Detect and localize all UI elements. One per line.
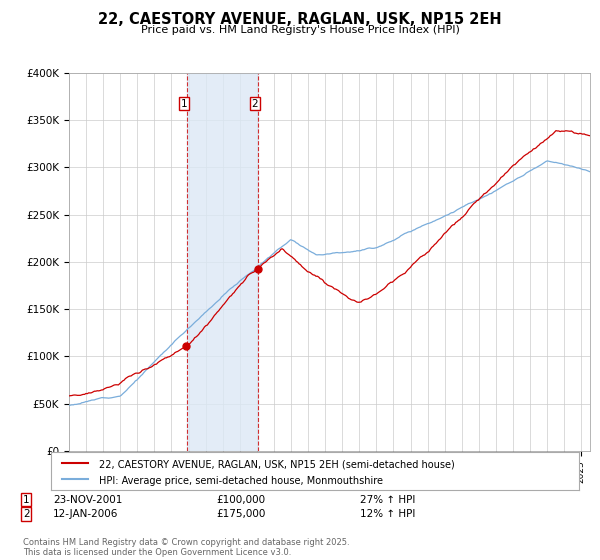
Text: £175,000: £175,000	[216, 509, 265, 519]
Bar	[187, 73, 257, 451]
Text: 22, CAESTORY AVENUE, RAGLAN, USK, NP15 2EH: 22, CAESTORY AVENUE, RAGLAN, USK, NP15 2…	[98, 12, 502, 27]
Text: 23-NOV-2001: 23-NOV-2001	[53, 494, 122, 505]
Text: 1: 1	[181, 99, 188, 109]
Text: 1: 1	[23, 494, 29, 505]
Text: 22, CAESTORY AVENUE, RAGLAN, USK, NP15 2EH (semi-detached house): 22, CAESTORY AVENUE, RAGLAN, USK, NP15 2…	[98, 459, 454, 469]
Text: 12% ↑ HPI: 12% ↑ HPI	[360, 509, 415, 519]
Text: 2: 2	[251, 99, 258, 109]
Text: HPI: Average price, semi-detached house, Monmouthshire: HPI: Average price, semi-detached house,…	[98, 476, 383, 486]
Text: Price paid vs. HM Land Registry's House Price Index (HPI): Price paid vs. HM Land Registry's House …	[140, 25, 460, 35]
Text: £100,000: £100,000	[216, 494, 265, 505]
Text: 2: 2	[23, 509, 29, 519]
Text: 12-JAN-2006: 12-JAN-2006	[53, 509, 118, 519]
Text: 27% ↑ HPI: 27% ↑ HPI	[360, 494, 415, 505]
Text: Contains HM Land Registry data © Crown copyright and database right 2025.
This d: Contains HM Land Registry data © Crown c…	[23, 538, 349, 557]
